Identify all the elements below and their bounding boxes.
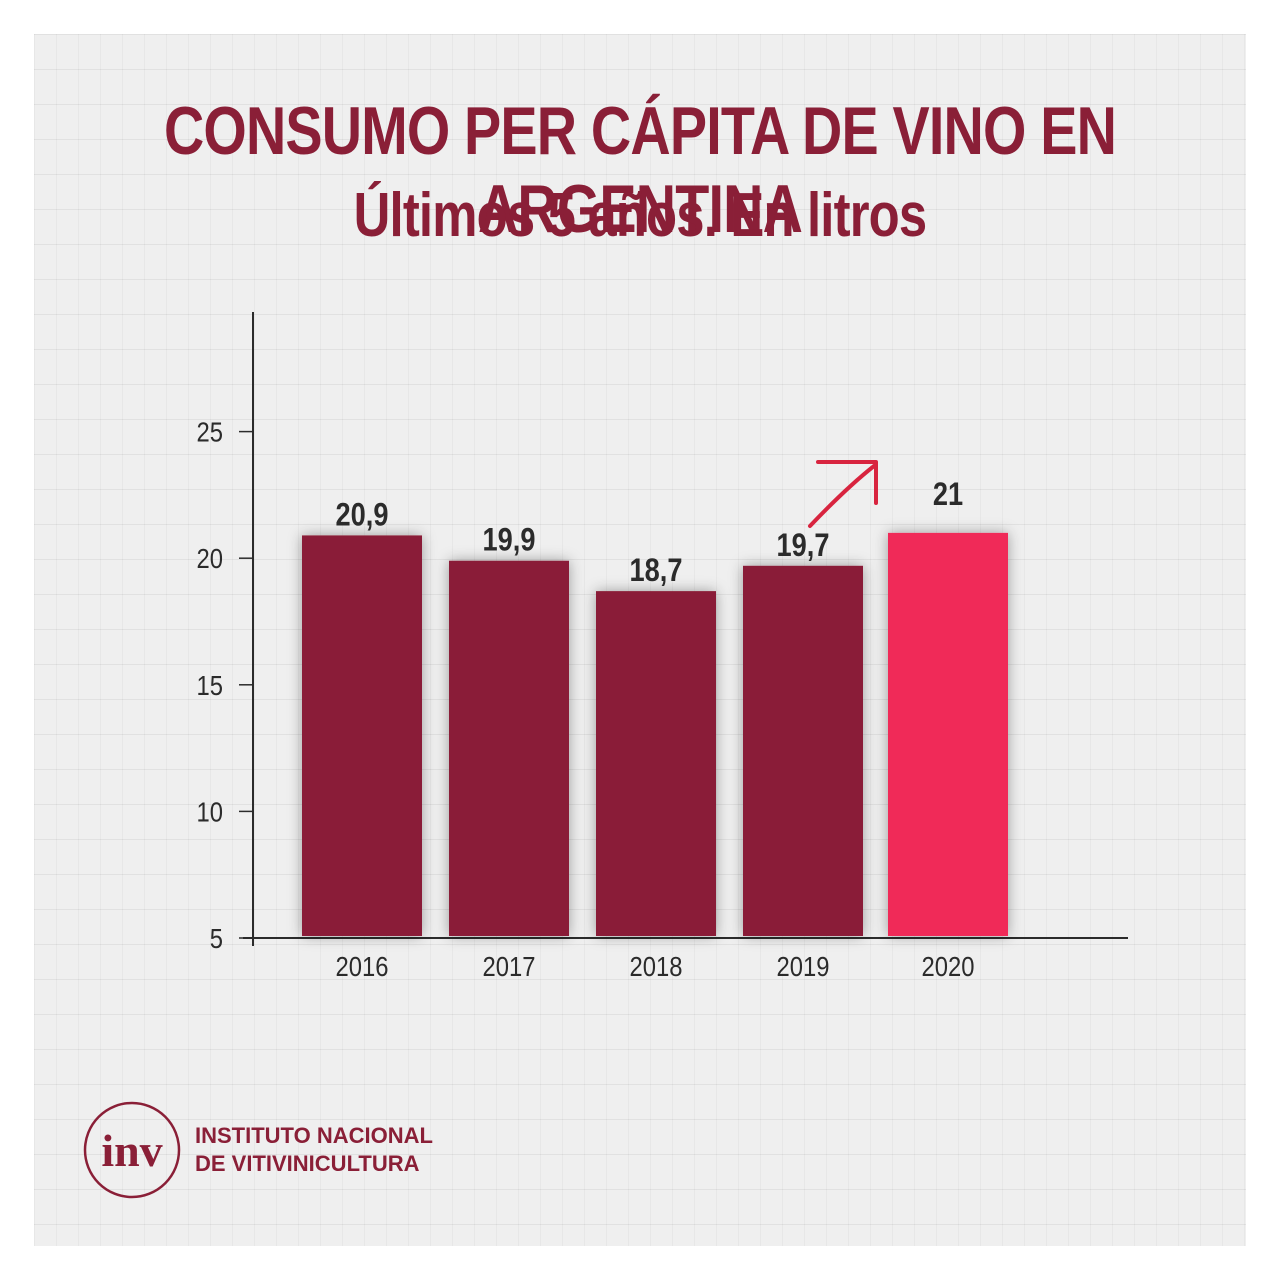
trend-arrow-shaft (808, 464, 876, 528)
inv-logo: inv (83, 1101, 181, 1199)
y-tick-label: 15 (197, 669, 223, 701)
x-tick-label: 2016 (336, 950, 389, 982)
data-label: 20,9 (336, 497, 389, 533)
x-tick-label: 2017 (483, 950, 536, 982)
trend-arrow-head (816, 460, 878, 505)
org-name-line1: INSTITUTO NACIONAL (195, 1123, 433, 1148)
x-tick-label: 2018 (630, 950, 683, 982)
bar (888, 532, 1008, 936)
x-tick-label: 2020 (922, 950, 975, 982)
chart-subtitle: Últimos 5 años. En litros (353, 181, 928, 250)
x-tick-label: 2019 (777, 950, 830, 982)
y-tick-label: 5 (210, 922, 223, 954)
y-tick-label: 10 (197, 796, 223, 828)
data-label: 21 (933, 477, 963, 513)
chart-title: CONSUMO PER CÁPITA DE VINO EN ARGENTINA (163, 93, 1117, 247)
data-label: 19,7 (777, 528, 830, 564)
bar (302, 535, 422, 936)
bar (596, 591, 716, 936)
bar (743, 565, 863, 936)
org-name-line2: DE VITIVINICULTURA (195, 1151, 420, 1176)
bar (449, 560, 569, 936)
data-label: 19,9 (483, 523, 536, 559)
y-tick-label: 20 (197, 542, 223, 574)
data-label: 18,7 (630, 553, 683, 589)
organization-name: INSTITUTO NACIONAL DE VITIVINICULTURA (195, 1122, 433, 1178)
y-tick-label: 25 (197, 416, 223, 448)
logo-lettering: inv (101, 1125, 162, 1176)
